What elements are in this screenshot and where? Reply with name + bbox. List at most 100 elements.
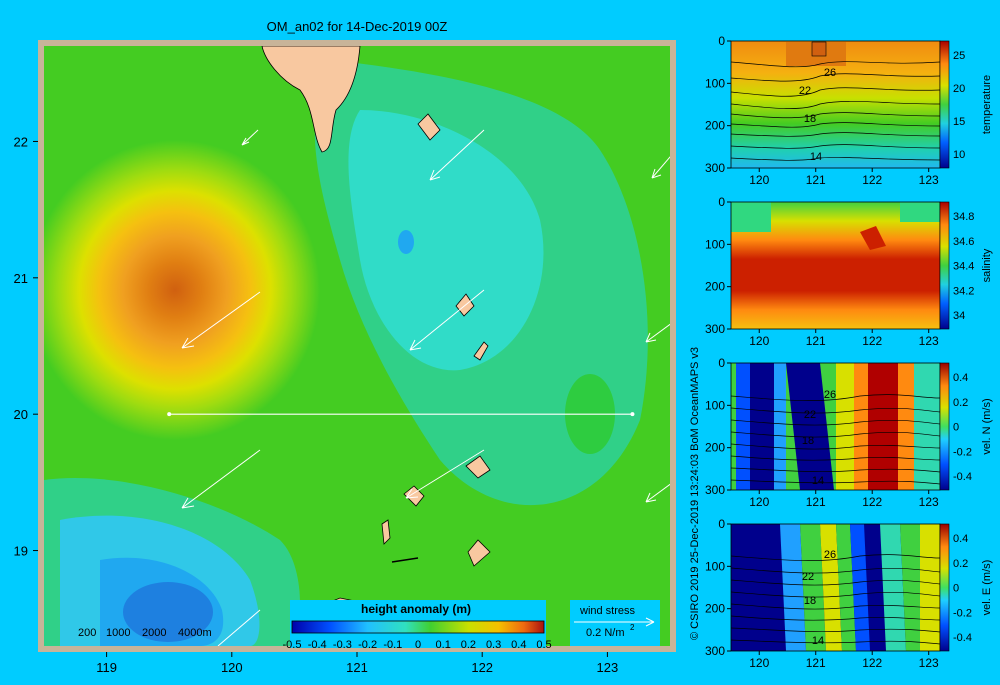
island-babuyan [465, 455, 491, 479]
colorbar-tick-label: 0 [415, 639, 421, 651]
section-cbar-tick-label: 15 [953, 116, 965, 128]
vn-band [868, 363, 898, 490]
section-x-tick-label: 123 [919, 173, 939, 187]
colorbar-tick-label: 0.2 [461, 639, 476, 651]
velocity-north-contour-22: 22 [804, 409, 816, 421]
velocity-north-axes: 120 121 122 123 0 100 200 300 0.4 0.2 0 -0.2 -0.4 vel… [705, 356, 993, 509]
section-y-tick-label: 300 [705, 644, 725, 658]
section-cbar-tick-label: 34.6 [953, 236, 974, 248]
map-y-tick-label: 19 [14, 544, 28, 559]
colorbar-tick-label: 0.4 [511, 639, 526, 651]
reef-line [391, 557, 419, 563]
colorbar-tick-label: -0.3 [333, 639, 352, 651]
velocity-north-colorbar [939, 362, 950, 491]
section-cbar-tick-label: -0.2 [953, 446, 972, 458]
section-y-tick-label: 0 [718, 356, 725, 370]
wind-legend-sup: 2 [630, 623, 635, 632]
section-x-tick-label: 121 [806, 334, 826, 348]
section-cbar-tick-label: -0.4 [953, 632, 972, 644]
island-mid-2 [473, 341, 489, 361]
section-cbar-tick-label: 0.2 [953, 397, 968, 409]
section-x-tick-label: 120 [749, 173, 769, 187]
temperature-contour-14: 14 [810, 151, 822, 163]
island-small [381, 519, 391, 545]
section-y-tick-label: 300 [705, 483, 725, 497]
temperature-axes: 120 121 122 123 0 100 200 300 25 20 15 10 temperatur… [705, 34, 993, 187]
section-cbar-label: vel. E (m/s) [981, 560, 993, 616]
section-x-tick-label: 123 [919, 656, 939, 670]
map-x-tick-label: 123 [597, 660, 619, 675]
salinity-axes: 120 121 122 123 0 100 200 300 34.8 34.6 34.4 34.2 34… [705, 195, 993, 348]
wind-arrow [651, 156, 670, 179]
section-y-tick-label: 200 [705, 441, 725, 455]
colorbar-tick-label: 0.1 [436, 639, 451, 651]
wind-legend-box [570, 600, 660, 646]
salinity-panel: 120 121 122 123 0 100 200 300 34.8 34.6 34.4 34.2 34… [705, 195, 993, 348]
wind-arrow [645, 323, 670, 343]
map-y-tick-label: 21 [14, 271, 28, 286]
vn-band [774, 363, 786, 490]
map-y-tick-label: 22 [14, 134, 28, 149]
ve-band [880, 524, 906, 651]
colorbar-tick-label: -0.2 [358, 639, 377, 651]
section-cbar-tick-label: 0 [953, 583, 959, 595]
map-field [44, 46, 670, 646]
section-x-tick-label: 120 [749, 334, 769, 348]
field-small-low [398, 230, 414, 254]
section-y-tick-label: 100 [705, 398, 725, 412]
section-x-tick-label: 121 [806, 656, 826, 670]
map-y-axis: 22 21 20 19 [14, 134, 38, 559]
temperature-isotherms [730, 61, 941, 161]
vn-band [750, 363, 774, 490]
velocity-east-contour-18: 18 [804, 595, 816, 607]
section-cbar-tick-label: 34.2 [953, 285, 974, 297]
wind-arrow [429, 129, 485, 181]
depth-legend-1000: 1000 [106, 627, 130, 639]
wind-arrow [217, 609, 261, 646]
temperature-colorbar [939, 40, 950, 169]
wind-legend-arrow [574, 617, 655, 627]
section-x-tick-label: 123 [919, 334, 939, 348]
wind-arrow [409, 289, 485, 351]
temperature-core [811, 41, 827, 57]
velocity-east-panel: 26 22 18 14 120 121 122 123 0 100 200 300 0.4 0.2… [705, 517, 993, 670]
map-x-tick-label: 121 [346, 660, 368, 675]
section-x-tick-label: 121 [806, 495, 826, 509]
vn-band [836, 363, 854, 490]
depth-legend-2000: 2000 [142, 627, 166, 639]
section-cbar-tick-label: 34 [953, 310, 965, 322]
section-cbar-tick-label: 34.4 [953, 261, 974, 273]
section-cbar-tick-label: -0.2 [953, 607, 972, 619]
section-y-tick-label: 200 [705, 119, 725, 133]
wind-arrow [241, 129, 259, 146]
land-taiwan [261, 46, 361, 153]
section-y-tick-label: 100 [705, 559, 725, 573]
section-x-tick-label: 120 [749, 656, 769, 670]
temperature-panel: 26 22 18 14 120 121 122 123 0 100 200 300 25 20 15… [705, 34, 993, 187]
section-x-tick-label: 123 [919, 495, 939, 509]
island-southeast [467, 539, 491, 567]
warm-eddy [44, 140, 320, 440]
map-title: OM_an02 for 14-Dec-2019 00Z [267, 19, 448, 34]
velocity-east-contour-22: 22 [802, 571, 814, 583]
map-x-tick-label: 122 [471, 660, 493, 675]
map-y-tick-label: 20 [14, 407, 28, 422]
section-y-tick-label: 200 [705, 602, 725, 616]
vn-band [898, 363, 914, 490]
section-cbar-tick-label: 10 [953, 149, 965, 161]
section-x-tick-label: 121 [806, 173, 826, 187]
depth-legend-4000: 4000m [178, 627, 212, 639]
section-start-marker [167, 412, 172, 417]
section-x-tick-label: 120 [749, 495, 769, 509]
credit-text: © CSIRO 2019 25-Dec-2019 13:24:03 BoM Oc… [689, 347, 701, 640]
section-cbar-label: temperature [981, 75, 993, 134]
map-x-tick-label: 119 [96, 660, 117, 675]
wind-arrow [181, 291, 261, 349]
vn-band [786, 363, 834, 490]
section-y-tick-label: 200 [705, 280, 725, 294]
velocity-north-contour-26: 26 [824, 389, 836, 401]
section-x-tick-label: 122 [862, 495, 882, 509]
section-y-tick-label: 300 [705, 322, 725, 336]
section-cbar-tick-label: 20 [953, 83, 965, 95]
